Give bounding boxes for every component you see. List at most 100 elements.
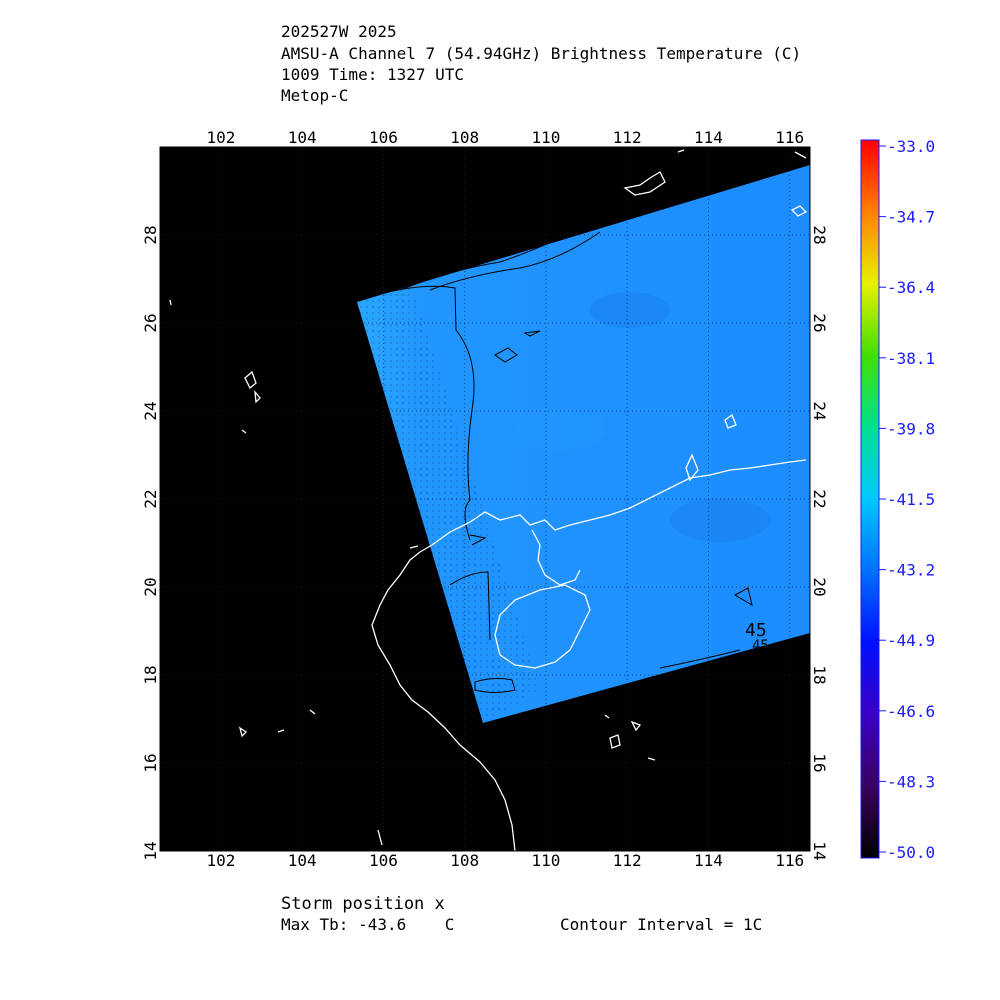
tb-patch — [670, 498, 770, 542]
lat-tick-label: 14 — [810, 841, 829, 860]
island — [377, 829, 383, 846]
lon-tick-label: 116 — [775, 851, 804, 870]
colorbar-label: -44.9 — [887, 631, 935, 650]
leizhou-coast — [531, 529, 581, 586]
lon-ticks-bottom: 102 104 106 108 110 112 114 116 — [206, 851, 804, 870]
lon-tick-label: 104 — [288, 128, 317, 147]
lat-lon-grid — [160, 147, 810, 851]
colorbar-label: -33.0 — [887, 137, 935, 156]
colorbar-label: -43.2 — [887, 561, 935, 580]
colorbar-label: -34.7 — [887, 208, 935, 227]
island — [254, 389, 261, 404]
colorbar-label: -38.1 — [887, 349, 935, 368]
lon-tick-label: 108 — [450, 851, 479, 870]
lon-tick-label: 108 — [450, 128, 479, 147]
lat-tick-label: 28 — [810, 225, 829, 244]
contour-line — [369, 285, 475, 541]
vietnam-coast — [371, 544, 516, 851]
colorbar-label: -36.4 — [887, 278, 935, 297]
colorbar-label: -46.6 — [887, 702, 935, 721]
swath-edge-stipple — [357, 285, 540, 723]
lat-tick-label: 14 — [141, 841, 160, 860]
contour-line — [429, 231, 601, 291]
lon-tick-label: 112 — [613, 128, 642, 147]
island — [244, 370, 257, 390]
lon-tick-label: 110 — [531, 128, 560, 147]
island — [238, 726, 248, 738]
island — [623, 171, 666, 196]
contour-line — [449, 571, 491, 641]
satellite-title: Metop-C — [281, 86, 349, 105]
lat-tick-label: 24 — [141, 401, 160, 420]
lat-tick-label: 20 — [810, 577, 829, 596]
lat-tick-label: 24 — [810, 401, 829, 420]
island — [609, 734, 621, 749]
island — [241, 429, 247, 434]
contour-interval-label: Contour Interval = 1C — [560, 915, 763, 934]
lat-tick-label: 26 — [810, 313, 829, 332]
tb-patch — [590, 292, 670, 328]
storm-position-label: Storm position x — [281, 894, 445, 914]
colorbar-label: -41.5 — [887, 490, 935, 509]
lat-ticks-right: 14 16 18 20 22 24 26 28 — [810, 225, 829, 860]
lat-tick-label: 16 — [810, 753, 829, 772]
colorbar-label: -50.0 — [887, 843, 935, 862]
lon-tick-label: 102 — [206, 851, 235, 870]
contour-line — [659, 649, 741, 669]
hainan-coast — [494, 584, 591, 669]
time-title: 1009 Time: 1327 UTC — [281, 65, 465, 84]
mainland-coast — [431, 459, 807, 546]
island — [604, 714, 610, 719]
lon-tick-label: 106 — [369, 851, 398, 870]
contour-line — [469, 534, 487, 546]
lat-tick-label: 18 — [141, 665, 160, 684]
lat-tick-label: 26 — [141, 313, 160, 332]
lat-tick-label: 18 — [810, 665, 829, 684]
island — [790, 205, 808, 217]
contour-label: 45 — [752, 638, 769, 654]
contour-label: 45 — [745, 620, 767, 641]
island — [677, 149, 685, 153]
island — [409, 545, 419, 549]
lat-tick-label: 20 — [141, 577, 160, 596]
max-tb-label: Max Tb: -43.6 C — [281, 915, 455, 934]
island — [630, 720, 642, 732]
lat-tick-label: 22 — [141, 489, 160, 508]
colorbar — [860, 139, 880, 859]
lon-tick-label: 110 — [531, 851, 560, 870]
lat-tick-label: 16 — [141, 753, 160, 772]
island — [794, 151, 807, 159]
lon-ticks-top: 102 104 106 108 110 112 114 116 — [206, 128, 804, 147]
island — [169, 299, 172, 306]
colorbar-label: -48.3 — [887, 772, 935, 791]
contour-line — [474, 677, 516, 693]
contour-line — [523, 330, 541, 337]
contour-lines — [369, 199, 753, 693]
lat-tick-label: 22 — [810, 489, 829, 508]
lon-tick-label: 114 — [694, 128, 723, 147]
lat-tick-label: 28 — [141, 225, 160, 244]
tb-patch — [515, 410, 605, 450]
lon-tick-label: 102 — [206, 128, 235, 147]
island — [685, 453, 699, 482]
lon-tick-label: 106 — [369, 128, 398, 147]
product-title: AMSU-A Channel 7 (54.94GHz) Brightness T… — [281, 44, 802, 63]
lon-tick-label: 116 — [775, 128, 804, 147]
lat-ticks-left: 14 16 18 20 22 24 26 28 — [141, 225, 160, 860]
lon-tick-label: 114 — [694, 851, 723, 870]
colorbar-labels: -33.0 -34.7 -36.4 -38.1 -39.8 -41.5 -43.2 -44.9… — [879, 137, 935, 862]
colorbar-label: -39.8 — [887, 419, 935, 438]
contour-line — [733, 587, 753, 607]
island — [309, 709, 316, 715]
island — [724, 413, 737, 429]
storm-id-title: 202527W 2025 — [281, 22, 397, 41]
lon-tick-label: 104 — [288, 851, 317, 870]
island — [647, 757, 656, 761]
island — [277, 729, 285, 733]
coastlines — [169, 149, 808, 851]
contour-line — [494, 347, 518, 363]
contour-line — [399, 199, 661, 291]
map-frame — [159, 146, 811, 852]
lon-tick-label: 112 — [613, 851, 642, 870]
